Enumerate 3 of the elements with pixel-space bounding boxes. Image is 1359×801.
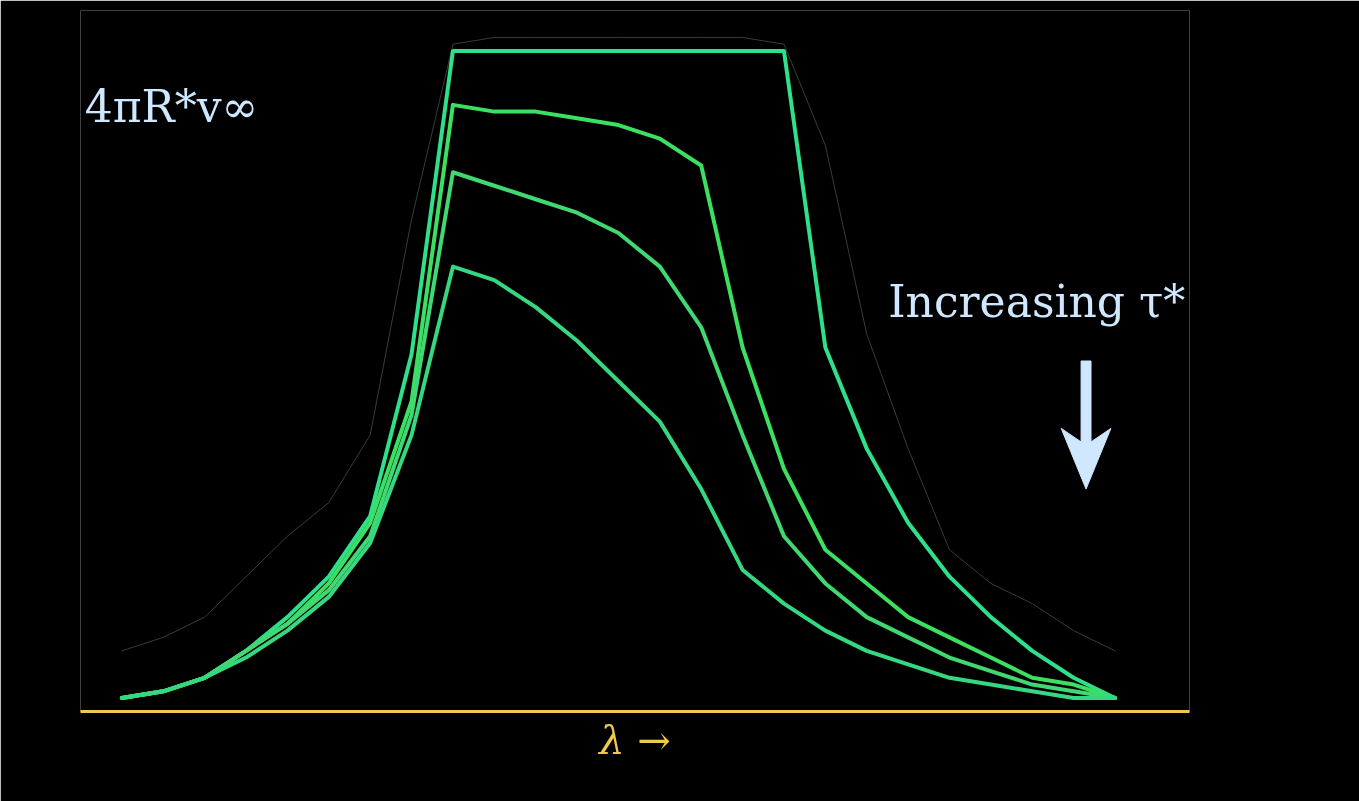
annotation: 4πR*v∞ (84, 80, 259, 132)
annotation: Increasing τ* (888, 276, 1186, 328)
x-axis-title: λ → (597, 716, 671, 763)
